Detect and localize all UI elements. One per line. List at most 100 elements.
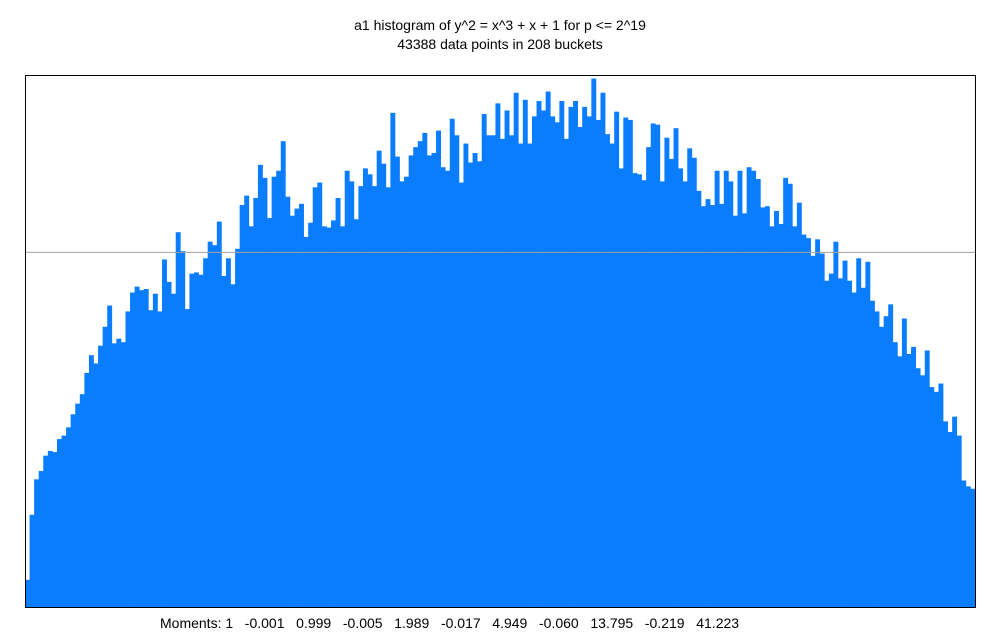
histogram-bar [714, 170, 720, 607]
histogram-bar [93, 363, 99, 607]
histogram-bar [500, 138, 505, 607]
histogram-bar [920, 375, 926, 607]
histogram-bar [203, 258, 209, 607]
histogram-bar [198, 274, 204, 607]
histogram-bar [623, 117, 629, 607]
histogram-bar [705, 199, 711, 607]
histogram-bar [239, 205, 245, 607]
histogram-bar [84, 372, 90, 607]
histogram-bar [184, 309, 190, 607]
histogram-bar [668, 158, 674, 608]
histogram-bar [180, 251, 186, 607]
histogram-bar [879, 326, 885, 607]
histogram-bar [933, 391, 939, 607]
chart-subtitle: 43388 data points in 208 buckets [397, 36, 603, 52]
histogram-bar [591, 78, 597, 607]
histogram-bar [682, 181, 688, 607]
histogram-bar [212, 245, 218, 608]
histogram-bar [25, 579, 30, 607]
histogram-bar [79, 394, 85, 607]
histogram-bar [235, 248, 241, 608]
histogram-bar [445, 170, 451, 607]
histogram-bar [833, 241, 839, 607]
histogram-bar [408, 155, 414, 608]
histogram-bar [883, 316, 889, 607]
histogram-bar [495, 103, 501, 608]
moments-label: Moments: 1 -0.001 0.999 -0.005 1.989 -0.… [160, 615, 740, 631]
histogram-bar [431, 153, 437, 608]
histogram-bar [148, 310, 154, 607]
histogram-bar [632, 173, 638, 607]
histogram-bar [952, 416, 958, 607]
histogram-bar [819, 253, 825, 608]
histogram-bar [34, 479, 40, 607]
histogram-bar [746, 167, 752, 607]
histogram-bar [646, 147, 652, 607]
histogram-bar [600, 92, 606, 607]
histogram-bar [116, 338, 122, 607]
histogram-bar [394, 156, 400, 607]
chart-title: a1 histogram of y^2 = x^3 + x + 1 for p … [354, 17, 646, 33]
histogram-bar [102, 326, 108, 607]
histogram-bar [700, 206, 706, 608]
histogram-bar [806, 238, 811, 607]
histogram-bar [486, 135, 492, 607]
histogram-bar [43, 455, 49, 607]
histogram-bar [956, 435, 962, 607]
histogram-bar [440, 167, 446, 607]
histogram-bar [614, 111, 620, 608]
histogram-bar [513, 92, 519, 607]
histogram-bar [924, 350, 930, 607]
histogram-bar [586, 116, 592, 608]
histogram-bar [527, 143, 533, 607]
histogram-bar [595, 119, 601, 607]
histogram-bar [326, 227, 332, 607]
histogram-bar [134, 286, 140, 607]
histogram-bar [349, 181, 355, 607]
histogram-bar [358, 186, 364, 607]
histogram-bar [531, 116, 537, 608]
histogram-bar [458, 182, 464, 607]
histogram-bar [522, 99, 528, 608]
histogram-bar [815, 239, 821, 608]
histogram-bar [253, 197, 259, 608]
histogram-bar [331, 220, 336, 607]
histogram-bar [938, 383, 944, 607]
histogram-bar [605, 134, 610, 607]
histogram-bar [696, 190, 702, 607]
histogram-bar [162, 259, 167, 607]
histogram-bar [312, 187, 318, 607]
histogram-bar [271, 176, 277, 607]
histogram-bar [335, 197, 341, 608]
histogram-bar [317, 182, 323, 607]
histogram-bar [193, 272, 199, 607]
histogram-bar [550, 116, 556, 608]
histogram-bar [906, 354, 912, 607]
histogram-bar [308, 222, 314, 607]
histogram-bar [166, 281, 172, 607]
histogram-bar [75, 403, 81, 607]
histogram-bar [965, 486, 971, 607]
histogram-bar [426, 155, 432, 608]
histogram-bar [541, 110, 547, 607]
histogram-bar [778, 223, 784, 607]
histogram-bar [130, 292, 135, 607]
histogram-bar [61, 435, 67, 607]
histogram-bar [88, 355, 94, 607]
histogram-bar [573, 101, 578, 607]
histogram-bar [221, 275, 227, 607]
histogram-bar [189, 273, 195, 607]
histogram-bar [143, 288, 149, 607]
histogram-bar [344, 170, 350, 607]
histogram-bar [897, 356, 903, 607]
histogram-bar [38, 471, 44, 607]
histogram-bar [139, 290, 145, 607]
histogram-bar [837, 278, 843, 607]
histogram-bar [801, 234, 807, 607]
histogram-bar [901, 318, 907, 607]
histogram-bar [248, 226, 254, 607]
histogram-bar [413, 147, 419, 607]
histogram-bar [171, 293, 177, 607]
histogram-bar [47, 450, 53, 607]
